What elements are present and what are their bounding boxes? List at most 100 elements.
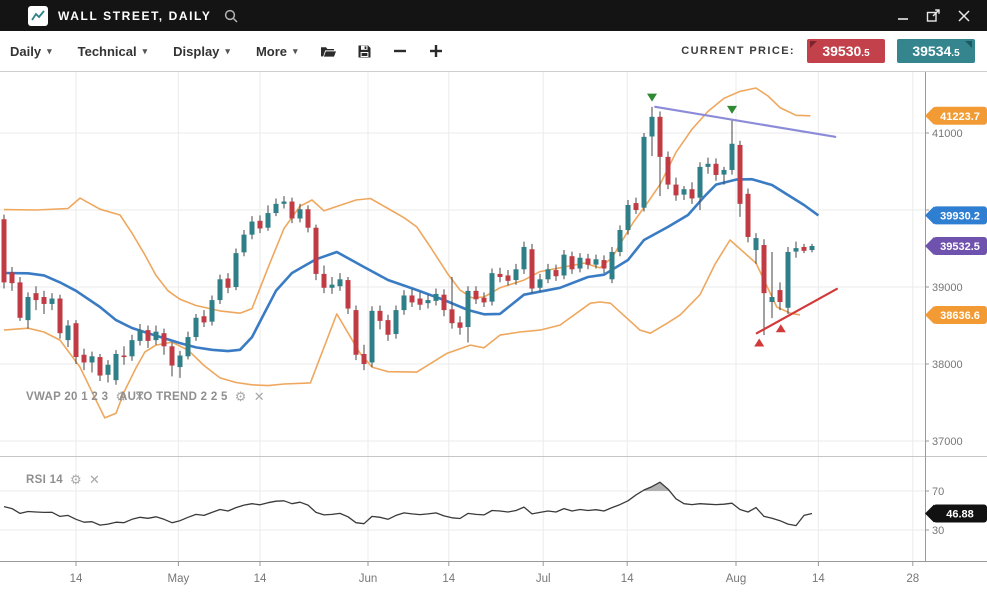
folder-open-icon[interactable] (320, 44, 337, 59)
time-axis: 14 May 14 Jun 14 Jul 14 Aug 14 28 (70, 561, 919, 585)
candle (345, 280, 351, 309)
candle (401, 295, 407, 311)
candle (241, 234, 247, 253)
menu-technical[interactable]: Technical ▾ (78, 44, 148, 59)
candle (105, 364, 111, 375)
candle (681, 189, 687, 195)
candle (713, 163, 719, 175)
line-chart-icon (28, 5, 48, 26)
minimize-icon[interactable] (897, 9, 910, 22)
window-title: WALL STREET, DAILY (58, 8, 212, 23)
chevron-down-icon: ▾ (225, 45, 230, 56)
candle (385, 320, 391, 335)
indicator-name: RSI 14 (26, 473, 63, 486)
candle (481, 297, 487, 303)
triangle-up-marker (775, 324, 786, 333)
candle (337, 279, 343, 287)
chart-area[interactable]: 4100040000390003800037000703014May14Jun1… (0, 72, 987, 593)
candle (417, 298, 423, 305)
close-icon[interactable]: ✕ (253, 389, 265, 404)
menu-bar: Daily ▾ Technical ▾ Display ▾ More ▾ (10, 44, 298, 59)
x-tick-label: May (168, 573, 190, 585)
resistance-trendline[interactable] (654, 105, 837, 138)
candle (545, 269, 551, 280)
candle (521, 246, 527, 270)
candle (689, 189, 695, 199)
badge-value: 38636.6 (940, 310, 980, 322)
triangle-up-marker (754, 338, 765, 347)
y-tick-label: 38000 (932, 359, 963, 371)
candle (257, 220, 263, 229)
triangle-down-marker (647, 93, 657, 102)
candle (25, 297, 31, 321)
menu-more[interactable]: More ▾ (256, 44, 298, 59)
chart-canvas[interactable]: 4100040000390003800037000703014May14Jun1… (0, 72, 987, 593)
chevron-down-icon: ▾ (142, 45, 148, 56)
candle (529, 249, 535, 289)
candle (185, 337, 191, 357)
candle (409, 295, 415, 303)
candle (441, 294, 447, 311)
toolbar: Daily ▾ Technical ▾ Display ▾ More ▾ CURRENT PR… (0, 31, 987, 72)
candle (313, 227, 319, 274)
candle (233, 253, 239, 287)
candle (585, 258, 591, 265)
candle (393, 310, 399, 334)
vwap-line (3, 177, 820, 353)
menu-display[interactable]: Display ▾ (173, 44, 230, 59)
x-tick-label: 14 (621, 573, 634, 585)
x-tick-label: Jun (359, 573, 378, 585)
menu-daily[interactable]: Daily ▾ (10, 44, 52, 59)
candle (249, 221, 255, 235)
indicator-name: VWAP 20 1 2 3 (26, 390, 109, 403)
indicator-name: AUTO TREND 2 2 5 (119, 390, 228, 403)
candle (769, 297, 775, 303)
x-tick-label: 14 (442, 573, 455, 585)
candle (193, 317, 199, 338)
badge-value: 39532.5 (940, 241, 980, 253)
candle (809, 245, 815, 251)
candle (625, 204, 631, 231)
candle (801, 246, 807, 251)
rsi-indicator (3, 481, 813, 527)
price-label-badge: 39930.2 (925, 206, 987, 225)
minus-icon[interactable] (392, 43, 408, 59)
gear-icon[interactable]: ⚙ (234, 389, 247, 404)
gear-icon[interactable]: ⚙ (115, 389, 128, 404)
y-tick-label: 30 (932, 525, 944, 537)
indicator-label-auto-trend: AUTO TREND 2 2 5 ⚙ ✕ (119, 390, 265, 403)
popout-icon[interactable] (926, 8, 941, 23)
candle (89, 356, 95, 363)
price-label-badge: 38636.6 (925, 305, 987, 324)
candle (329, 284, 335, 288)
candle (561, 254, 567, 276)
x-tick-label: 14 (812, 573, 825, 585)
search-icon[interactable] (223, 8, 239, 24)
candle (33, 293, 39, 301)
candle (145, 330, 151, 341)
candle (449, 309, 455, 324)
candle (657, 116, 663, 157)
rsi-line (3, 481, 813, 527)
signal-markers (647, 93, 786, 347)
candle (41, 297, 47, 304)
indicator-label-rsi: RSI 14 ⚙ ✕ (26, 473, 100, 486)
gear-icon[interactable]: ⚙ (69, 472, 82, 487)
close-icon[interactable] (957, 9, 971, 23)
y-tick-label: 37000 (932, 436, 963, 448)
candle (353, 310, 359, 355)
candle (305, 209, 311, 228)
plus-icon[interactable] (428, 43, 444, 59)
candle (601, 260, 607, 269)
close-icon[interactable]: ✕ (134, 389, 146, 404)
candle (577, 257, 583, 269)
close-icon[interactable]: ✕ (88, 472, 101, 487)
save-icon[interactable] (357, 44, 372, 59)
candle (369, 310, 375, 363)
menu-label: Daily (10, 43, 42, 59)
support-trendline[interactable] (755, 287, 838, 335)
candle (665, 156, 671, 185)
candle (273, 203, 279, 214)
candle (617, 230, 623, 252)
